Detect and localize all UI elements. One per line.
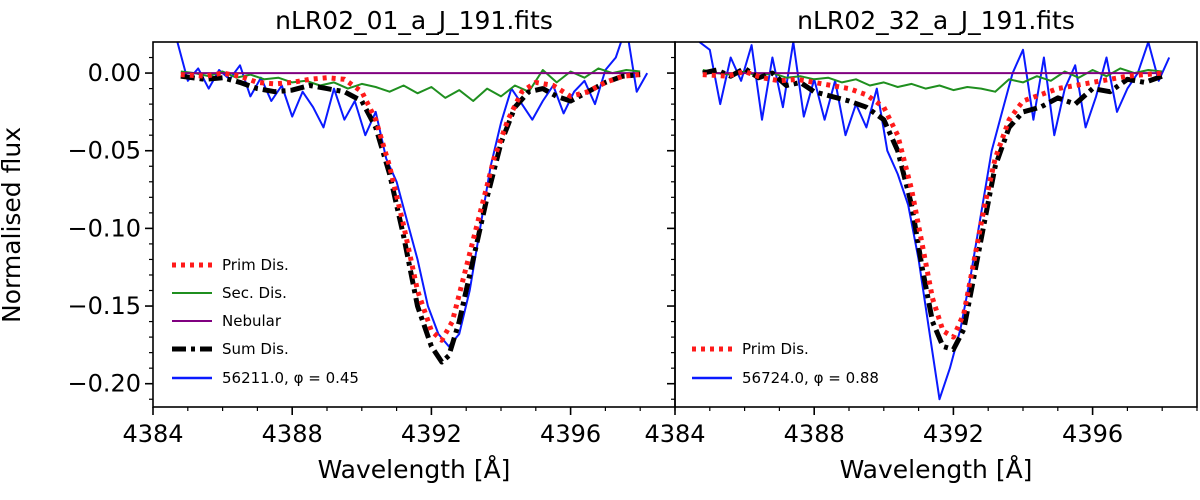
- right-panel: nLR02_32_a_J_191.fits Wavelength [Å] 438…: [644, 6, 1198, 484]
- x-tick-label: 4384: [644, 420, 705, 448]
- series-line-sec: [180, 67, 641, 102]
- x-tick-label: 4384: [122, 420, 183, 448]
- y-tick-label: −0.05: [67, 137, 141, 165]
- legend-label-nebular: Nebular: [222, 312, 282, 330]
- left-panel-title: nLR02_01_a_J_191.fits: [275, 6, 553, 35]
- right-panel-xlabel: Wavelength [Å]: [840, 455, 1033, 484]
- x-tick-label: 4392: [401, 420, 462, 448]
- right-panel-frame: [674, 41, 1198, 408]
- left-panel: nLR02_01_a_J_191.fits Normalised flux Wa…: [0, 6, 676, 484]
- y-tick-label: −0.10: [67, 214, 141, 242]
- series-line-56724: [698, 42, 1171, 401]
- legend-label-prim: Prim Dis.: [222, 256, 289, 274]
- series-line-prim: [180, 70, 641, 343]
- series-line-sum: [180, 72, 641, 365]
- left-panel-ticks: 4384 4388 4392 4396 0.00 −0.05 −0.10 −0.15 −0.20: [67, 56, 676, 448]
- legend-label-prim: Prim Dis.: [742, 340, 809, 358]
- y-tick-label: 0.00: [88, 59, 141, 87]
- left-panel-ylabel: Normalised flux: [0, 127, 26, 323]
- left-panel-series: [176, 42, 649, 365]
- y-tick-label: −0.15: [67, 292, 141, 320]
- right-panel-legend: Prim Dis. 56724.0, φ = 0.88: [692, 340, 879, 387]
- legend-label-sec: Sec. Dis.: [222, 284, 287, 302]
- x-tick-label: 4396: [1062, 420, 1123, 448]
- series-line-sum: [702, 65, 1164, 352]
- series-line-prim: [702, 69, 1163, 340]
- left-panel-legend: Prim Dis. Sec. Dis. Nebular Sum Dis. 562…: [172, 256, 359, 387]
- legend-label-obs: 56724.0, φ = 0.88: [742, 369, 879, 387]
- x-tick-label: 4388: [784, 420, 845, 448]
- right-panel-title: nLR02_32_a_J_191.fits: [797, 6, 1075, 35]
- right-panel-ticks: 4384 4388 4392 4396: [644, 56, 1198, 448]
- right-panel-series: [698, 42, 1171, 401]
- left-panel-xlabel: Wavelength [Å]: [318, 455, 511, 484]
- legend-label-obs: 56211.0, φ = 0.45: [222, 369, 359, 387]
- y-tick-label: −0.20: [67, 370, 141, 398]
- x-tick-label: 4388: [262, 420, 323, 448]
- x-tick-label: 4392: [923, 420, 984, 448]
- x-tick-label: 4396: [540, 420, 601, 448]
- legend-label-sum: Sum Dis.: [222, 340, 289, 358]
